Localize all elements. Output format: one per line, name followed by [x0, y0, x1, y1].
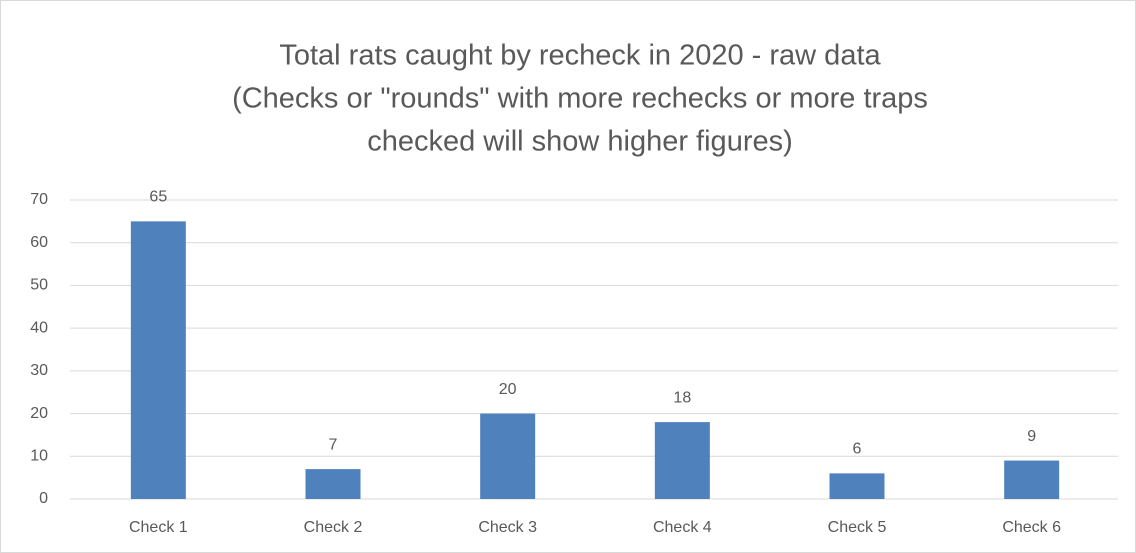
- data-label: 9: [1027, 428, 1036, 445]
- y-tick-label: 30: [30, 362, 48, 379]
- x-tick-label: Check 4: [653, 519, 712, 536]
- data-label: 18: [673, 389, 691, 406]
- chart-title: Total rats caught by recheck in 2020 - r…: [279, 40, 881, 72]
- y-tick-label: 20: [30, 405, 48, 422]
- x-tick-label: Check 3: [478, 519, 537, 536]
- y-tick-label: 70: [30, 191, 48, 208]
- x-tick-label: Check 1: [129, 519, 188, 536]
- data-label: 65: [149, 189, 167, 206]
- data-label: 7: [329, 436, 338, 453]
- y-tick-label: 40: [30, 319, 48, 336]
- bar: [130, 221, 186, 499]
- chart-title: (Checks or "rounds" with more rechecks o…: [232, 83, 928, 115]
- chart-title: checked will show higher figures): [367, 126, 793, 158]
- y-tick-label: 0: [39, 490, 48, 507]
- x-tick-label: Check 2: [304, 519, 363, 536]
- y-tick-label: 10: [30, 448, 48, 465]
- y-tick-label: 50: [30, 277, 48, 294]
- x-tick-label: Check 5: [828, 519, 887, 536]
- bar: [829, 473, 885, 499]
- bar: [1004, 460, 1060, 499]
- data-label: 20: [499, 381, 517, 398]
- data-label: 6: [853, 441, 862, 458]
- bar: [480, 413, 536, 499]
- x-tick-label: Check 6: [1002, 519, 1061, 536]
- y-tick-label: 60: [30, 234, 48, 251]
- bar: [654, 422, 710, 499]
- bar: [305, 469, 361, 499]
